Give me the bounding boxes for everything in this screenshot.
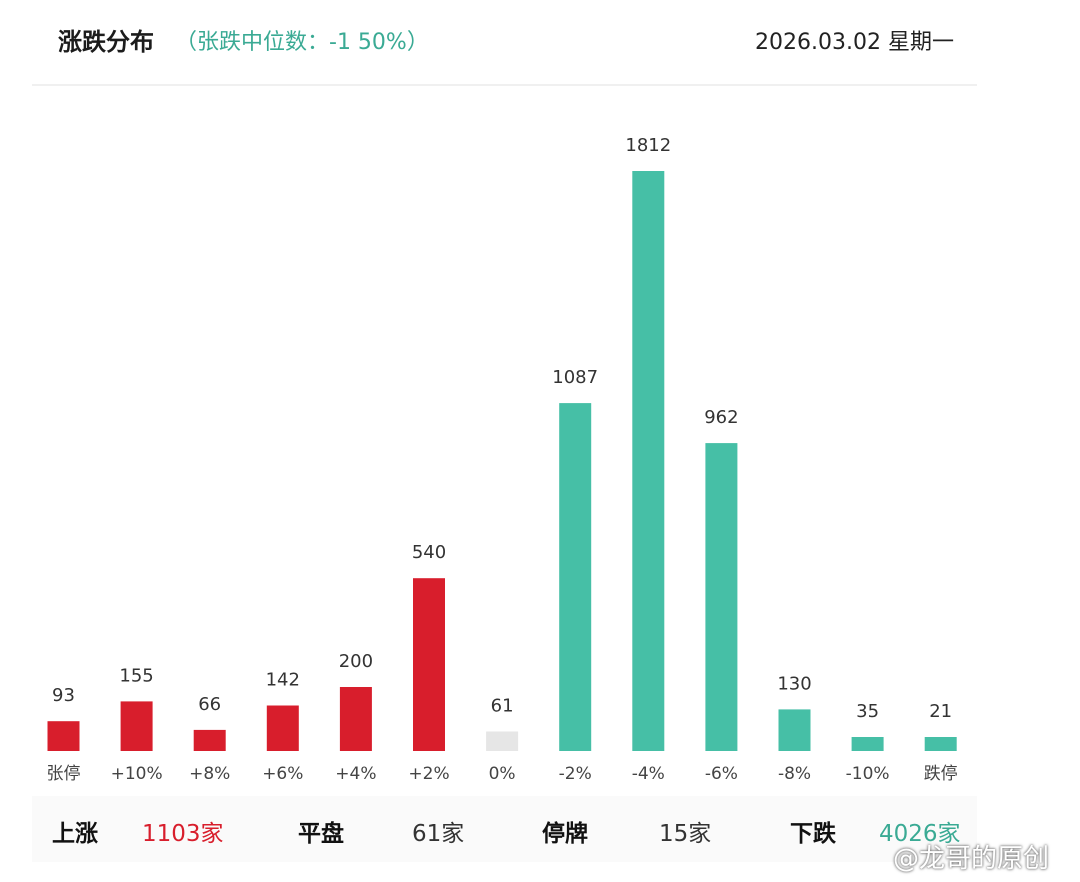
watermark-text: @龙哥的原创 [893,844,1050,874]
category-label: -8% [778,764,811,784]
bar-6 [486,731,519,751]
category-label: 跌停 [924,764,958,784]
summary-bar: 上涨 1103家 平盘 61家 停牌 15家 下跌 4026家 [32,796,977,862]
category-label: -6% [705,764,738,784]
summary-suspended-value: 15家 [659,821,712,847]
bar-12 [924,737,957,751]
category-label: +2% [408,764,449,784]
summary-suspended-label: 停牌 [542,821,588,847]
summary-up-value: 1103家 [142,821,224,847]
bar-8 [632,171,665,751]
summary-flat-label: 平盘 [298,821,344,847]
bar-value-label: 61 [491,696,514,717]
bar-11 [851,737,884,751]
bar-7 [559,403,592,751]
bar-value-label: 540 [412,542,446,563]
bar-0 [47,721,80,751]
category-label: +8% [189,764,230,784]
chart-title: 涨跌分布 [58,28,154,56]
summary-flat-value: 61家 [412,821,465,847]
bar-value-label: 1087 [552,367,598,388]
bar-value-label: 93 [52,685,75,706]
category-label: -2% [559,764,592,784]
category-label: 张停 [47,764,81,784]
bar-value-label: 66 [198,694,221,715]
bar-3 [266,705,299,751]
bar-value-label: 155 [119,665,153,686]
summary-down-label: 下跌 [790,821,836,847]
bar-9 [705,443,738,751]
date-label: 2026.03.02 星期一 [755,30,954,55]
summary-up-label: 上涨 [52,821,98,847]
bar-5 [413,578,445,751]
summary-down-value: 4026家 [879,821,961,847]
category-label: -10% [846,764,890,784]
bar-value-label: 130 [777,673,811,694]
distribution-bar-chart: 93 张停 155 +10% 66 +8% 142 +6% 200 +4% 540 +2% 61 0% 10… [47,135,958,784]
chart-header: 涨跌分布 （张跌中位数：-1 50%） 2026.03.02 星期一 [0,0,1080,86]
bar-1 [120,701,153,751]
bar-value-label: 35 [856,701,879,722]
category-label: -4% [632,764,665,784]
bar-value-label: 142 [266,670,300,691]
bar-10 [778,709,811,751]
header-divider [32,84,977,86]
bar-value-label: 200 [339,651,373,672]
bar-4 [339,687,372,751]
category-label: +10% [111,764,163,784]
category-label: 0% [489,764,516,784]
category-label: +6% [262,764,303,784]
bar-value-label: 21 [929,701,952,722]
bar-2 [193,729,226,751]
median-change-subtitle: （张跌中位数：-1 50%） [175,30,429,55]
category-label: +4% [335,764,376,784]
bar-value-label: 1812 [625,135,671,156]
bar-value-label: 962 [704,407,738,428]
